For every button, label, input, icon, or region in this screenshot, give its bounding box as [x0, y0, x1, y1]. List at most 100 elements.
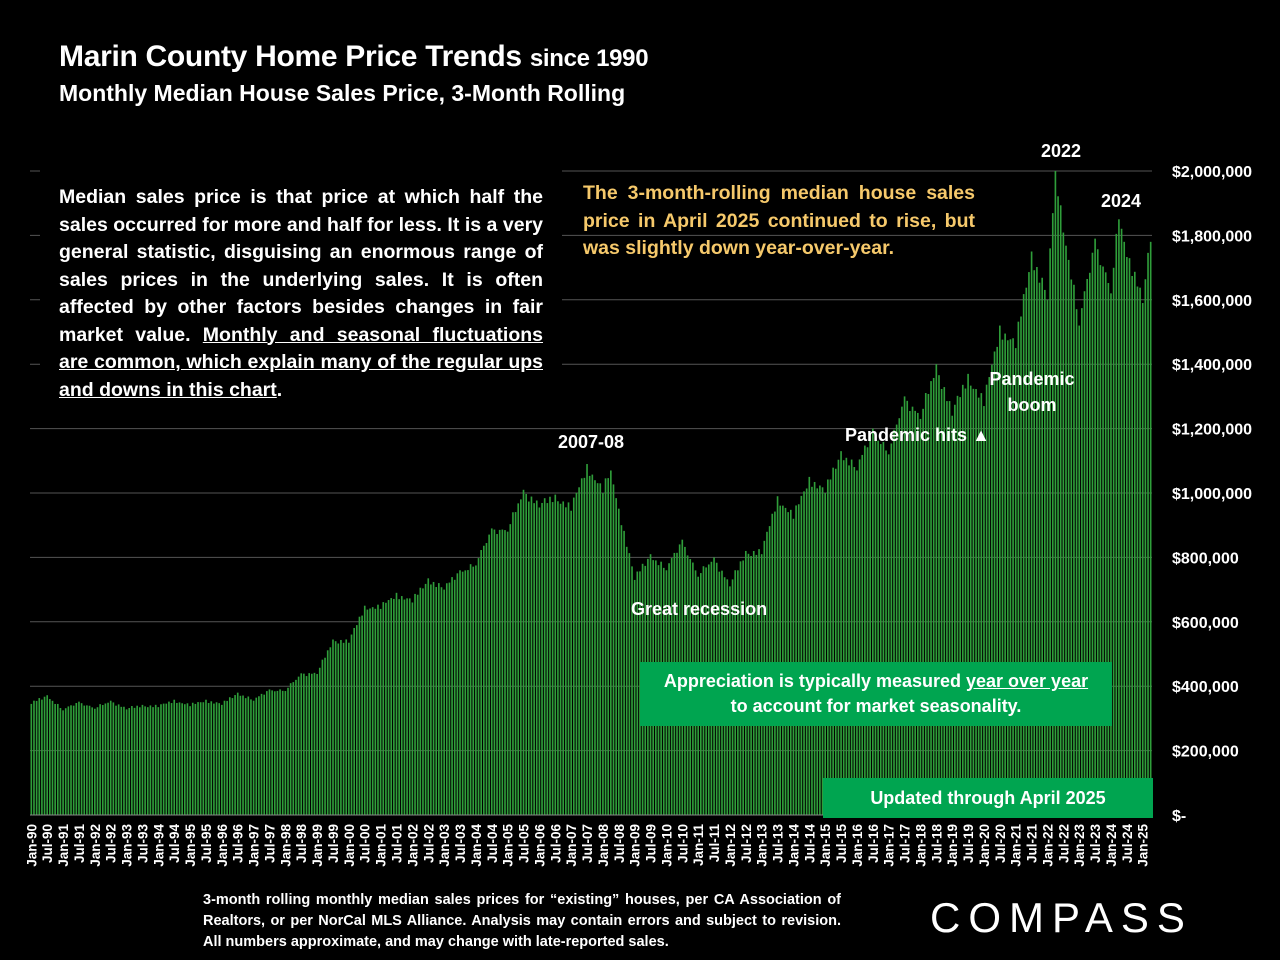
- x-tick-label: Jul-11: [707, 824, 722, 863]
- x-tick-label: Jul-02: [421, 824, 436, 863]
- annotation-pandemic-boom: Pandemic boom: [988, 366, 1076, 418]
- price-bar: [551, 502, 554, 815]
- price-bar: [178, 702, 181, 815]
- price-bar: [199, 702, 202, 815]
- price-bar: [226, 700, 228, 815]
- price-bar: [263, 694, 266, 815]
- price-bar: [295, 679, 297, 815]
- price-bar: [1139, 287, 1141, 815]
- x-tick-label: Jan-08: [596, 824, 611, 867]
- price-bar: [631, 566, 633, 815]
- price-bar: [334, 641, 337, 815]
- price-bar: [430, 584, 432, 815]
- price-bar: [535, 500, 538, 815]
- price-bar: [948, 401, 951, 815]
- x-tick-label: Jul-13: [771, 824, 786, 864]
- price-bar: [234, 695, 236, 815]
- price-bar: [355, 625, 358, 815]
- price-bar: [877, 440, 879, 815]
- price-bar: [236, 692, 239, 815]
- price-bar: [160, 704, 162, 815]
- price-bar: [940, 388, 943, 815]
- chart-title-suffix: since 1990: [529, 45, 649, 72]
- price-bar: [268, 689, 271, 815]
- price-bar: [329, 647, 332, 815]
- x-tick-label: Jan-96: [215, 824, 230, 867]
- price-bar: [858, 459, 861, 815]
- price-bar: [51, 700, 54, 815]
- price-bar: [202, 702, 205, 815]
- price-bar: [1012, 338, 1014, 815]
- callout-text: The 3-month-rolling median house sales p…: [583, 182, 975, 259]
- price-bar: [313, 672, 316, 815]
- price-bar: [361, 615, 363, 815]
- price-bar: [96, 707, 99, 815]
- x-tick-label: Jan-10: [659, 824, 674, 867]
- price-bar: [308, 673, 310, 815]
- price-bar: [514, 512, 517, 815]
- price-bar: [1057, 196, 1059, 815]
- x-tick-label: Jan-94: [151, 824, 166, 867]
- price-bar: [538, 507, 541, 815]
- price-bar: [1147, 252, 1149, 816]
- price-bar: [30, 703, 33, 815]
- price-bar: [496, 534, 498, 815]
- price-bar: [586, 464, 588, 815]
- price-bar: [369, 608, 371, 815]
- price-bar: [967, 373, 969, 815]
- x-tick-label: Jul-96: [231, 824, 246, 864]
- price-bar: [210, 701, 213, 815]
- price-bar: [445, 583, 448, 815]
- price-bar: [292, 682, 295, 815]
- price-bar: [916, 412, 919, 815]
- x-tick-label: Jan-25: [1136, 824, 1151, 867]
- price-bar: [213, 703, 215, 815]
- x-tick-label: Jan-17: [882, 824, 897, 867]
- price-bar: [1051, 213, 1054, 815]
- price-bar: [509, 524, 512, 815]
- price-bar: [390, 598, 393, 815]
- price-bar: [64, 708, 67, 815]
- price-bar: [842, 460, 845, 815]
- x-tick-label: Jan-09: [628, 824, 643, 867]
- price-bar: [864, 445, 866, 815]
- price-bar: [78, 701, 80, 815]
- price-bar: [141, 704, 144, 815]
- price-bar: [168, 701, 170, 815]
- x-tick-label: Jul-05: [517, 824, 532, 864]
- appreciation-text: Appreciation is typically measured: [663, 671, 966, 691]
- price-bar: [797, 504, 800, 815]
- price-bar: [348, 642, 350, 815]
- price-bar: [33, 700, 35, 815]
- price-bar: [951, 415, 954, 815]
- price-bar: [1099, 265, 1102, 816]
- price-bar: [395, 592, 398, 815]
- price-bar: [914, 410, 916, 815]
- x-tick-label: Jul-20: [993, 824, 1008, 863]
- price-bar: [1001, 339, 1004, 815]
- x-tick-label: Jan-22: [1041, 824, 1056, 867]
- price-bar: [872, 428, 874, 815]
- price-bar: [271, 690, 273, 815]
- x-tick-label: Jul-15: [834, 824, 849, 864]
- price-bar: [874, 435, 877, 815]
- chart-title-main: Marin County Home Price Trends: [59, 40, 522, 73]
- price-bar: [289, 683, 292, 815]
- price-bar: [400, 596, 403, 815]
- price-bar: [829, 479, 832, 815]
- price-bar: [260, 693, 263, 815]
- price-bar: [416, 594, 419, 815]
- x-tick-label: Jul-91: [72, 824, 87, 864]
- price-bar: [1128, 258, 1131, 815]
- x-tick-label: Jan-16: [850, 824, 865, 867]
- x-tick-label: Jul-06: [548, 824, 563, 864]
- price-bar: [1118, 219, 1120, 816]
- y-tick-label: $800,000: [1172, 550, 1239, 567]
- price-bar: [1046, 299, 1049, 815]
- x-tick-label: Jan-20: [977, 824, 992, 867]
- price-bar: [382, 602, 385, 815]
- price-bar: [279, 689, 281, 815]
- price-bar: [424, 583, 427, 815]
- price-bar: [832, 467, 834, 815]
- price-bar: [493, 529, 496, 815]
